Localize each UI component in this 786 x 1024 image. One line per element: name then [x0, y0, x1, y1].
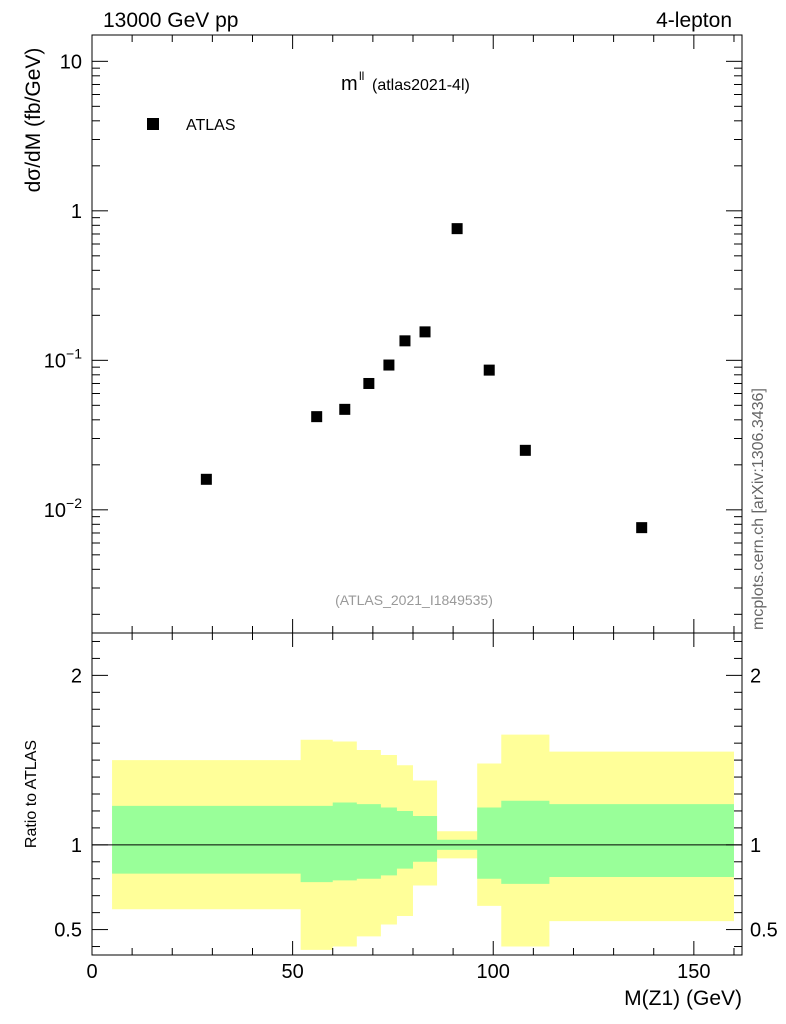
- ratio-y-tick-label-left: 2: [71, 665, 82, 687]
- legend-marker: [147, 118, 159, 130]
- top-axis-ticks: [91, 35, 742, 633]
- plot-title: m ll (atlas2021-4l): [341, 69, 470, 95]
- data-point: [363, 377, 375, 389]
- ratio-y-tick-label-right: 0.5: [750, 920, 778, 942]
- data-point: [200, 473, 212, 485]
- top-panel: 10 1 10−1 10−2 dσ/dM (fb/GeV) m ll (atlas20…: [22, 34, 743, 634]
- ratio-y-axis-label: Ratio to ATLAS: [23, 740, 40, 848]
- ratio-y-tick-labels: 0.5 0.5 1 1 2 2: [54, 665, 778, 941]
- top-y-tick-label: 1: [71, 201, 82, 223]
- side-label: mcplots.cern.ch [arXiv:1306.3436]: [750, 388, 767, 630]
- ratio-y-tick-label-left: 1: [71, 835, 82, 857]
- x-axis-label: M(Z1) (GeV): [624, 987, 742, 1010]
- data-point: [483, 364, 495, 376]
- top-y-tick-label: 10: [60, 51, 82, 73]
- data-point: [399, 335, 411, 347]
- ratio-y-tick-label-left: 0.5: [54, 920, 82, 942]
- data-point: [636, 522, 648, 534]
- plot-title-superscript: ll: [359, 69, 364, 83]
- data-point: [383, 359, 395, 371]
- ratio-panel: 0.5 0.5 1 1 2 2 0 50 100 150 Ratio to ATLAS M(Z1…: [23, 632, 778, 1010]
- top-y-tick-label: 10−1: [44, 345, 82, 372]
- ratio-bands: [112, 734, 734, 950]
- data-point: [451, 223, 463, 235]
- data-point: [311, 411, 323, 423]
- top-data-points: [200, 223, 648, 534]
- plot-title-paren: (atlas2021-4l): [372, 77, 470, 94]
- ratio-axis-ticks: [91, 633, 742, 955]
- data-point: [419, 326, 431, 338]
- x-tick-label: 150: [677, 961, 710, 983]
- inner-uncertainty-band: [112, 800, 734, 884]
- top-y-tick-labels: 10 1 10−1 10−2: [44, 51, 82, 521]
- x-tick-labels: 0 50 100 150: [86, 961, 710, 983]
- header-left: 13000 GeV pp: [103, 9, 238, 32]
- x-tick-label: 50: [281, 961, 303, 983]
- plot-title-main: m: [341, 73, 358, 95]
- header-right: 4-lepton: [656, 9, 732, 32]
- data-point: [519, 444, 531, 456]
- data-point: [339, 403, 351, 415]
- top-y-axis-label: dσ/dM (fb/GeV): [22, 48, 45, 193]
- top-y-tick-label: 10−2: [44, 495, 82, 522]
- x-tick-label: 100: [477, 961, 510, 983]
- legend: ATLAS: [147, 117, 236, 134]
- ratio-y-tick-label-right: 2: [750, 665, 761, 687]
- analysis-label: (ATLAS_2021_I1849535): [335, 592, 493, 608]
- ratio-y-tick-label-right: 1: [750, 835, 761, 857]
- legend-label: ATLAS: [186, 117, 236, 134]
- x-tick-label: 0: [86, 961, 97, 983]
